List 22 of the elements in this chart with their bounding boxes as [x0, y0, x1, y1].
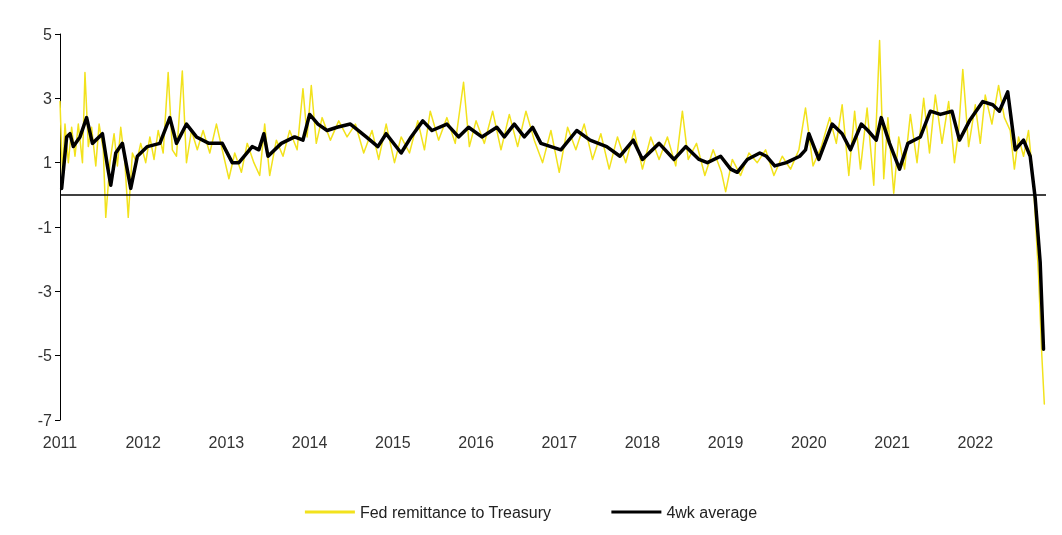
- x-tick-label: 2011: [42, 433, 78, 451]
- x-tick-label: 2015: [375, 433, 411, 451]
- x-tick-label: 2019: [707, 433, 744, 451]
- y-tick-label: -3: [37, 282, 53, 300]
- x-tick-label: 2013: [208, 433, 245, 451]
- x-tick-label: 2020: [791, 433, 827, 451]
- x-tick-label: 2021: [874, 433, 910, 451]
- x-tick-label: 2018: [624, 433, 661, 451]
- y-tick-label: 3: [43, 89, 53, 107]
- x-tick-label: 2016: [458, 433, 494, 451]
- legend-label: Fed remittance to Treasury: [359, 503, 552, 521]
- line-series: [59, 39, 1046, 405]
- legend-label: 4wk average: [666, 503, 758, 521]
- y-tick-label: 1: [43, 154, 53, 172]
- x-tick-label: 2012: [125, 433, 162, 451]
- y-tick-label: 5: [43, 25, 53, 43]
- x-tick-label: 2022: [957, 433, 994, 451]
- y-tick-label: -7: [37, 411, 53, 429]
- y-tick-label: -5: [37, 347, 53, 365]
- x-tick-label: 2014: [291, 433, 328, 451]
- y-tick-label: -1: [37, 218, 53, 236]
- x-tick-label: 2017: [541, 433, 578, 451]
